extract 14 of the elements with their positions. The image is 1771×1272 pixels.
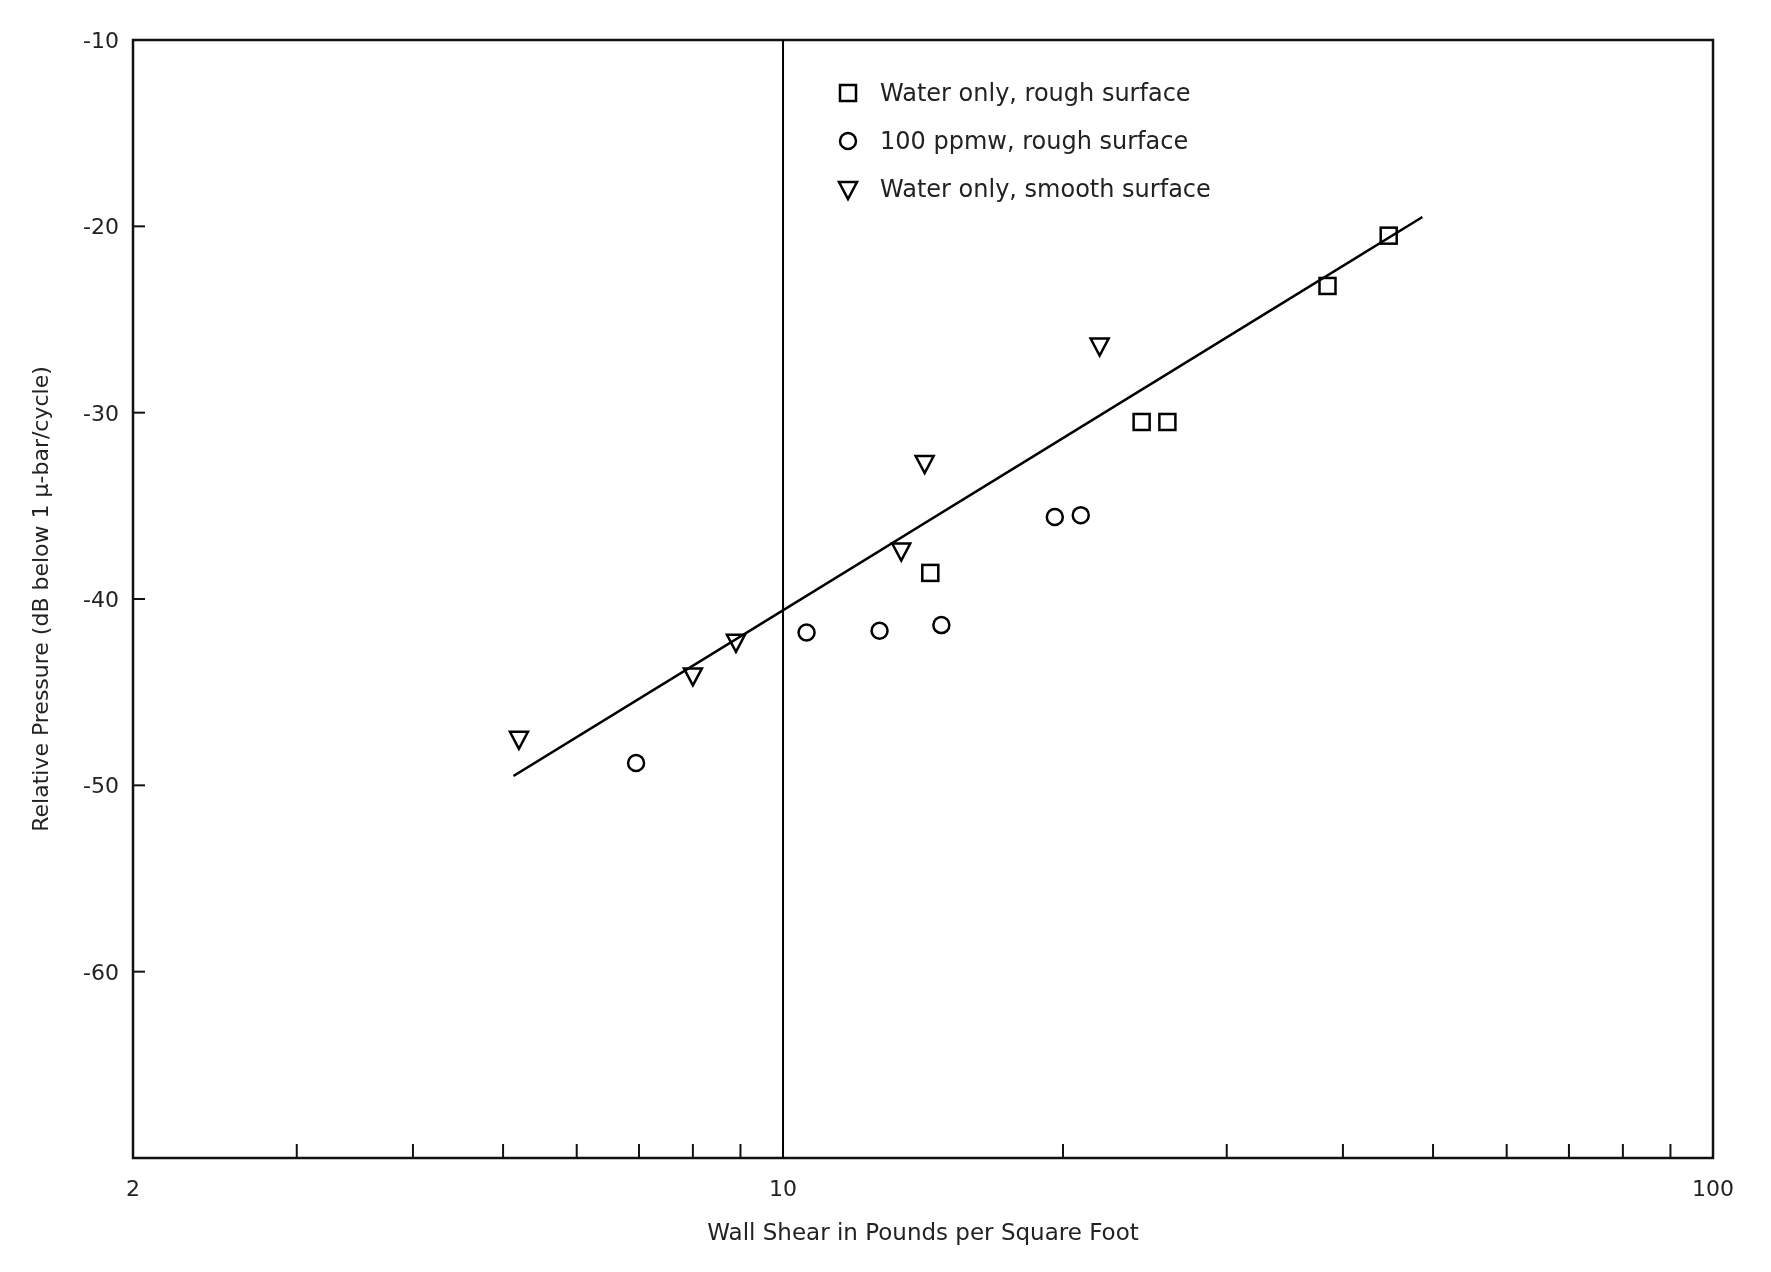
legend-label: Water only, rough surface — [880, 79, 1191, 107]
x-tick-label: 100 — [1692, 1176, 1734, 1201]
x-axis-title: Wall Shear in Pounds per Square Foot — [707, 1219, 1139, 1245]
y-tick-label: -20 — [83, 214, 119, 240]
y-axis-title: Relative Pressure (dB below 1 μ-bar/cycle) — [28, 366, 53, 832]
x-tick-label: 2 — [126, 1176, 140, 1201]
y-tick-label: -50 — [83, 773, 119, 799]
legend-label: 100 ppmw, rough surface — [880, 127, 1189, 155]
y-tick-label: -40 — [83, 587, 119, 612]
y-tick-label: -30 — [83, 400, 119, 426]
y-tick-label: -60 — [83, 959, 119, 985]
y-tick-label: -10 — [83, 28, 119, 53]
x-tick-label: 10 — [769, 1176, 798, 1201]
legend-label: Water only, smooth surface — [880, 175, 1211, 203]
